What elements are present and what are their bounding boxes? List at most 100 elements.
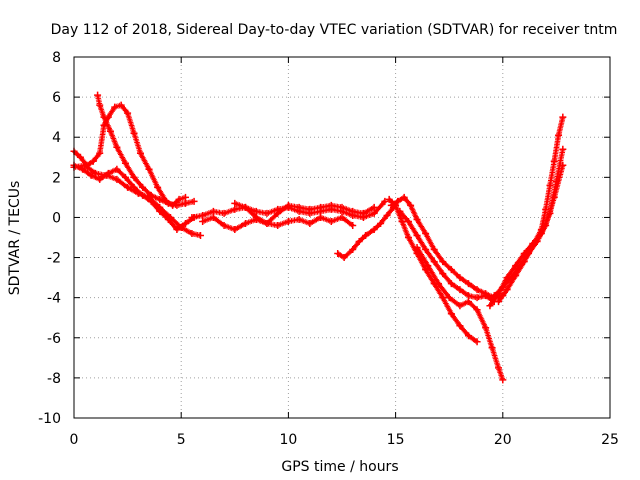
data-point	[559, 113, 567, 121]
data-point	[447, 266, 455, 274]
data-point	[145, 165, 153, 173]
data-point	[362, 231, 370, 239]
data-point	[456, 322, 464, 330]
data-point	[327, 201, 335, 209]
data-point	[559, 161, 567, 169]
data-point	[94, 91, 102, 99]
data-point	[482, 292, 490, 300]
data-point	[464, 332, 472, 340]
data-point	[525, 250, 533, 258]
series-track-12	[413, 244, 507, 384]
plot-area	[70, 91, 567, 384]
data-point	[252, 207, 260, 215]
data-point	[263, 219, 271, 227]
y-tick-label: -4	[47, 291, 61, 307]
series-track-10	[387, 193, 507, 302]
data-point	[76, 153, 84, 161]
data-point	[113, 165, 121, 173]
series-markers	[397, 208, 497, 305]
data-point	[130, 129, 138, 137]
data-point	[175, 195, 183, 203]
y-tick-label: -10	[38, 411, 61, 427]
data-point	[231, 225, 239, 233]
data-point	[124, 183, 132, 191]
data-point	[546, 181, 554, 189]
data-point	[209, 207, 217, 215]
data-point	[385, 195, 393, 203]
data-point	[156, 195, 164, 203]
data-point	[121, 159, 129, 167]
data-point	[242, 203, 250, 211]
data-point	[555, 131, 563, 139]
data-point	[274, 209, 282, 217]
data-point	[424, 262, 432, 270]
data-point	[413, 231, 421, 239]
data-point	[113, 143, 121, 151]
data-point	[387, 201, 395, 209]
y-axis-title: SDTVAR / TECUs	[7, 181, 23, 296]
data-point	[136, 149, 144, 157]
data-point	[422, 246, 430, 254]
data-point	[295, 215, 303, 223]
data-point	[413, 244, 421, 252]
data-point	[499, 376, 507, 384]
data-point	[263, 209, 271, 217]
chart-title: Day 112 of 2018, Sidereal Day-to-day VTE…	[51, 22, 618, 38]
data-point	[102, 171, 110, 179]
series-markers	[71, 102, 189, 209]
data-point	[338, 213, 346, 221]
data-point	[111, 103, 119, 111]
series-track-1	[70, 101, 189, 209]
y-tick-label: 2	[52, 170, 61, 186]
series-track-13	[486, 145, 567, 310]
data-point	[113, 175, 121, 183]
data-point	[464, 292, 472, 300]
data-point	[173, 225, 181, 233]
data-point	[490, 292, 498, 300]
data-point	[295, 203, 303, 211]
data-point	[91, 169, 99, 177]
data-point	[181, 193, 189, 201]
y-tick-label: -6	[47, 331, 61, 347]
data-point	[124, 109, 132, 117]
data-point	[252, 213, 260, 221]
data-point	[400, 193, 408, 201]
data-point	[209, 213, 217, 221]
data-point	[181, 219, 189, 227]
data-point	[396, 207, 404, 215]
series-track-5	[188, 197, 389, 221]
data-point	[359, 209, 367, 217]
data-point	[220, 209, 228, 217]
data-point	[439, 294, 447, 302]
data-point	[495, 364, 503, 372]
data-point	[190, 197, 198, 205]
data-point	[349, 246, 357, 254]
y-tick-label: 0	[52, 210, 61, 226]
data-point	[89, 157, 97, 165]
data-point	[550, 193, 558, 201]
data-point	[134, 189, 142, 197]
data-point	[340, 254, 348, 262]
data-point	[439, 258, 447, 266]
series-track-6	[199, 213, 357, 233]
data-point	[220, 221, 228, 229]
data-point	[456, 302, 464, 310]
data-point	[81, 161, 89, 169]
data-point	[486, 302, 494, 310]
data-point	[177, 223, 185, 231]
data-point	[327, 217, 335, 225]
y-tick-label: -8	[47, 371, 61, 387]
x-axis-title: GPS time / hours	[281, 459, 398, 475]
data-point	[464, 298, 472, 306]
x-tick-label: 15	[387, 432, 405, 448]
data-point	[499, 284, 507, 292]
data-point	[317, 203, 325, 211]
data-point	[559, 145, 567, 153]
data-point	[377, 219, 385, 227]
data-point	[96, 175, 104, 183]
x-tick-label: 20	[494, 432, 512, 448]
data-point	[199, 211, 207, 219]
data-point	[503, 286, 511, 294]
data-point	[79, 165, 87, 173]
data-point	[507, 274, 515, 282]
